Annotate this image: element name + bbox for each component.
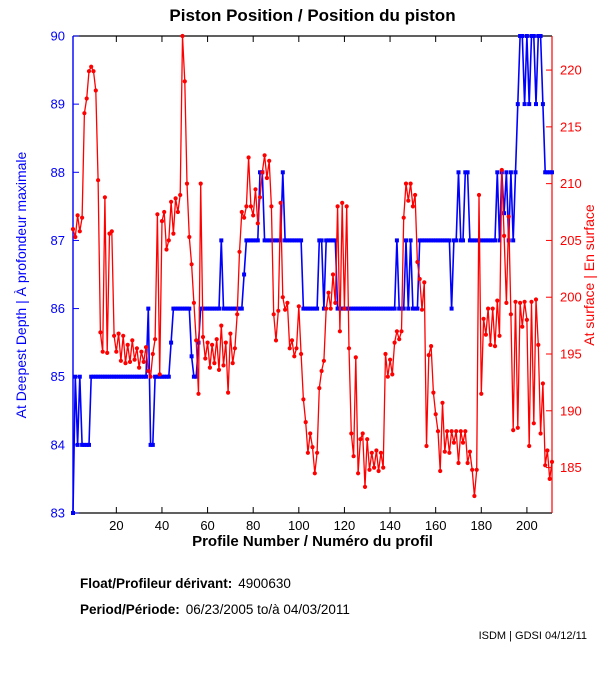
footer-float-line: Float/Profileur dérivant: 4900630 bbox=[80, 576, 291, 591]
footer-float-label: Float/Profileur dérivant: bbox=[80, 576, 233, 591]
svg-text:88: 88 bbox=[51, 165, 65, 180]
svg-text:85: 85 bbox=[51, 369, 65, 384]
svg-text:200: 200 bbox=[560, 290, 582, 305]
svg-text:100: 100 bbox=[288, 518, 310, 533]
svg-text:60: 60 bbox=[200, 518, 214, 533]
x-axis-label: Profile Number / Numéro du profil bbox=[192, 533, 433, 550]
footer-period-line: Period/Période: 06/23/2005 to/à 04/03/201… bbox=[80, 602, 350, 617]
svg-text:200: 200 bbox=[516, 518, 538, 533]
svg-text:80: 80 bbox=[246, 518, 260, 533]
footer-period-label: Period/Période: bbox=[80, 602, 180, 617]
svg-text:185: 185 bbox=[560, 460, 582, 475]
watermark-text: ISDM | GDSI 04/12/11 bbox=[478, 630, 587, 642]
svg-text:83: 83 bbox=[51, 506, 65, 521]
svg-text:90: 90 bbox=[51, 29, 65, 44]
svg-text:140: 140 bbox=[379, 518, 401, 533]
svg-text:87: 87 bbox=[51, 233, 65, 248]
svg-text:215: 215 bbox=[560, 119, 582, 134]
svg-text:190: 190 bbox=[560, 403, 582, 418]
svg-text:20: 20 bbox=[109, 518, 123, 533]
svg-text:84: 84 bbox=[51, 437, 65, 452]
y-axis-label-left: At Deepest Depth | À profondeur maximale bbox=[13, 151, 29, 419]
svg-text:195: 195 bbox=[560, 347, 582, 362]
svg-text:86: 86 bbox=[51, 301, 65, 316]
svg-text:160: 160 bbox=[425, 518, 447, 533]
svg-text:205: 205 bbox=[560, 233, 582, 248]
svg-text:180: 180 bbox=[470, 518, 492, 533]
svg-text:40: 40 bbox=[155, 518, 169, 533]
footer-period-value: 06/23/2005 to/à 04/03/2011 bbox=[185, 602, 350, 617]
svg-text:89: 89 bbox=[51, 97, 65, 112]
y-axis-label-right: At surface | En surface bbox=[581, 204, 597, 346]
chart-title: Piston Position / Position du piston bbox=[169, 6, 456, 25]
svg-text:120: 120 bbox=[334, 518, 356, 533]
svg-text:220: 220 bbox=[560, 63, 582, 78]
footer-float-value: 4900630 bbox=[238, 576, 291, 591]
svg-text:210: 210 bbox=[560, 176, 582, 191]
